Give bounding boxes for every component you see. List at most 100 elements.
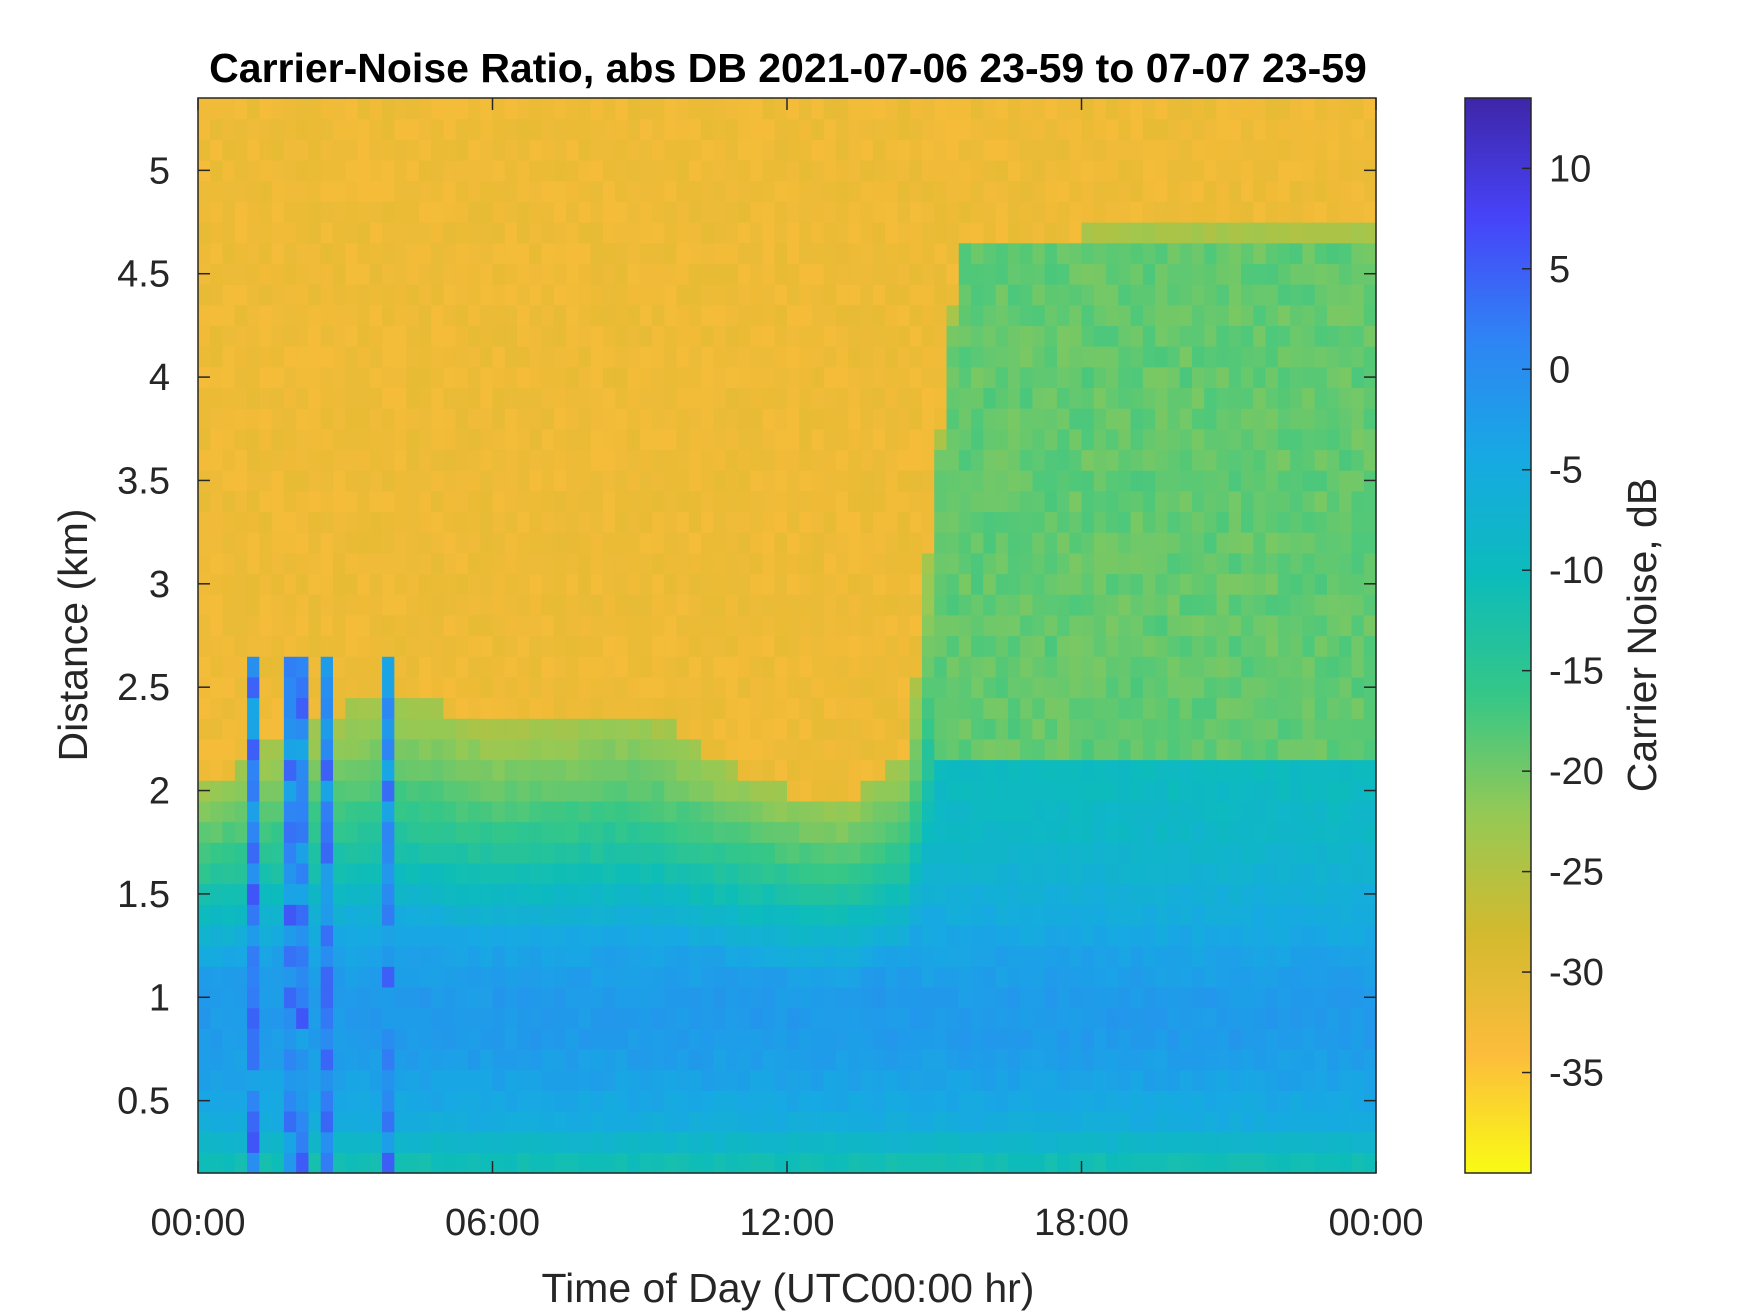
heatmap-cell: [517, 718, 530, 740]
heatmap-cell: [1130, 428, 1144, 451]
heatmap-cell: [787, 1090, 800, 1112]
heatmap-cell: [860, 139, 874, 161]
heatmap-cell: [787, 490, 800, 513]
heatmap-cell: [517, 304, 530, 326]
heatmap-cell: [983, 490, 997, 513]
heatmap-cell: [369, 263, 383, 285]
heatmap-cell: [921, 656, 935, 678]
heatmap-cell: [308, 263, 322, 285]
heatmap-cell: [897, 98, 911, 120]
heatmap-cell: [737, 470, 751, 492]
heatmap-cell: [1314, 511, 1328, 533]
heatmap-cell: [1106, 883, 1119, 905]
heatmap-cell: [872, 842, 886, 864]
heatmap-cell: [1363, 449, 1377, 471]
heatmap-cell: [774, 697, 788, 719]
heatmap-cell: [1167, 1069, 1181, 1091]
heatmap-cell: [946, 201, 960, 223]
heatmap-cell: [1056, 346, 1070, 368]
heatmap-cell: [198, 242, 211, 264]
heatmap-cell: [1290, 387, 1303, 409]
heatmap-cell: [1277, 304, 1291, 326]
heatmap-cell: [467, 862, 481, 885]
heatmap-cell: [946, 1007, 960, 1029]
heatmap-cell: [443, 201, 457, 223]
heatmap-cell: [774, 676, 788, 699]
heatmap-cell: [1339, 98, 1353, 120]
heatmap-cell: [529, 862, 543, 885]
heatmap-cell: [934, 428, 948, 451]
heatmap-cell: [553, 1069, 567, 1091]
heatmap-cell: [639, 387, 653, 409]
heatmap-cell: [774, 945, 788, 967]
heatmap-cell: [467, 759, 481, 781]
heatmap-cell: [517, 1110, 530, 1133]
heatmap-cell: [578, 800, 592, 823]
heatmap-cell: [553, 842, 567, 864]
heatmap-cell: [1155, 1110, 1168, 1133]
heatmap-cell: [1351, 614, 1365, 637]
heatmap-cell: [517, 573, 530, 595]
heatmap-cell: [529, 800, 543, 823]
heatmap-cell: [995, 635, 1009, 657]
heatmap-cell: [1167, 180, 1181, 202]
heatmap-cell: [971, 780, 984, 802]
heatmap-cell: [921, 738, 935, 761]
heatmap-cell: [652, 387, 665, 409]
heatmap-cell: [750, 284, 764, 306]
heatmap-cell: [872, 718, 886, 740]
heatmap-cell: [602, 552, 616, 575]
heatmap-cell: [517, 470, 530, 492]
heatmap-cell: [1277, 139, 1291, 161]
heatmap-cell: [737, 1131, 751, 1153]
heatmap-cell: [1216, 594, 1230, 616]
heatmap-cell: [1363, 325, 1377, 347]
heatmap-cell: [1204, 139, 1218, 161]
heatmap-cell: [1265, 449, 1279, 471]
heatmap-cell: [713, 511, 727, 533]
heatmap-cell: [406, 532, 420, 554]
heatmap-cell: [725, 532, 739, 554]
heatmap-cell: [750, 1069, 764, 1091]
heatmap-cell: [762, 263, 776, 285]
heatmap-cell: [1191, 904, 1205, 926]
heatmap-cell: [909, 821, 923, 843]
heatmap-cell: [1142, 408, 1156, 430]
heatmap-cell: [1253, 966, 1267, 988]
heatmap-cell: [1191, 842, 1205, 864]
heatmap-cell: [1044, 532, 1058, 554]
heatmap-cell: [1130, 242, 1144, 264]
heatmap-cell: [627, 573, 641, 595]
heatmap-cell: [296, 387, 310, 409]
heatmap-cell: [627, 1048, 641, 1071]
heatmap-cell: [1142, 139, 1156, 161]
heatmap-cell: [443, 366, 457, 389]
heatmap-cell: [1142, 284, 1156, 306]
heatmap-cell: [885, 1152, 899, 1174]
heatmap-cell: [529, 1007, 543, 1029]
heatmap-cell: [480, 470, 494, 492]
heatmap-cell: [652, 118, 665, 140]
heatmap-cell: [210, 428, 224, 451]
heatmap-cell: [1191, 614, 1205, 637]
heatmap-cell: [713, 98, 727, 120]
heatmap-cell: [234, 924, 248, 947]
heatmap-cell: [1044, 676, 1058, 699]
heatmap-cell: [958, 904, 972, 926]
heatmap-cell: [762, 1069, 776, 1091]
heatmap-cell: [836, 490, 849, 513]
heatmap-cell: [958, 1007, 972, 1029]
heatmap-cell: [1265, 635, 1279, 657]
heatmap-cell: [725, 180, 739, 202]
heatmap-cell: [1277, 718, 1291, 740]
heatmap-cell: [836, 966, 849, 988]
heatmap-cell: [1265, 98, 1279, 120]
heatmap-cell: [296, 428, 310, 451]
heatmap-cell: [1130, 304, 1144, 326]
heatmap-cell: [1216, 511, 1230, 533]
heatmap-cell: [1277, 966, 1291, 988]
heatmap-cell: [823, 180, 837, 202]
heatmap-cell: [332, 1069, 346, 1091]
heatmap-cell: [615, 160, 629, 182]
heatmap-cell: [897, 366, 911, 389]
